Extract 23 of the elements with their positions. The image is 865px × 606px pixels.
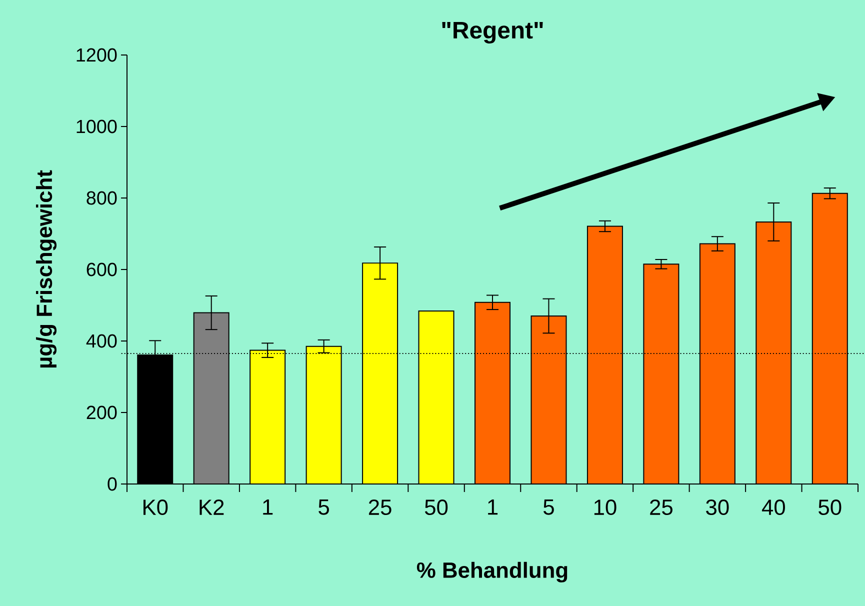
y-tick-label: 1000 xyxy=(76,120,117,134)
x-tick-label: 5 xyxy=(544,500,554,515)
x-tick-label: 10 xyxy=(594,500,616,516)
x-tick-label: 50 xyxy=(818,500,842,516)
y-tick-label: 1200 xyxy=(76,48,117,62)
x-tick-label: 30 xyxy=(706,500,729,516)
x-axis-title: % Behandlung xyxy=(416,562,568,582)
y-tick-label: 200 xyxy=(86,406,117,420)
y-axis-title: µg/g Frischgewicht xyxy=(36,170,57,368)
y-tick-label: 600 xyxy=(86,262,117,276)
x-tick-label: 1 xyxy=(263,500,273,515)
x-tick-label: 50 xyxy=(424,500,448,516)
chart-title: "Regent" xyxy=(442,22,543,44)
x-tick-label: 25 xyxy=(650,500,672,516)
x-tick-label: K0 xyxy=(144,500,168,516)
x-tick-label: 40 xyxy=(762,500,785,516)
x-tick-label: 1 xyxy=(488,500,498,515)
x-tick-label: 25 xyxy=(368,500,392,516)
x-tick-label: 5 xyxy=(318,500,329,515)
x-tick-label: K2 xyxy=(200,500,224,515)
y-tick-label: 0 xyxy=(108,477,117,491)
y-tick-label: 800 xyxy=(86,191,117,205)
y-tick-label: 400 xyxy=(86,334,117,348)
